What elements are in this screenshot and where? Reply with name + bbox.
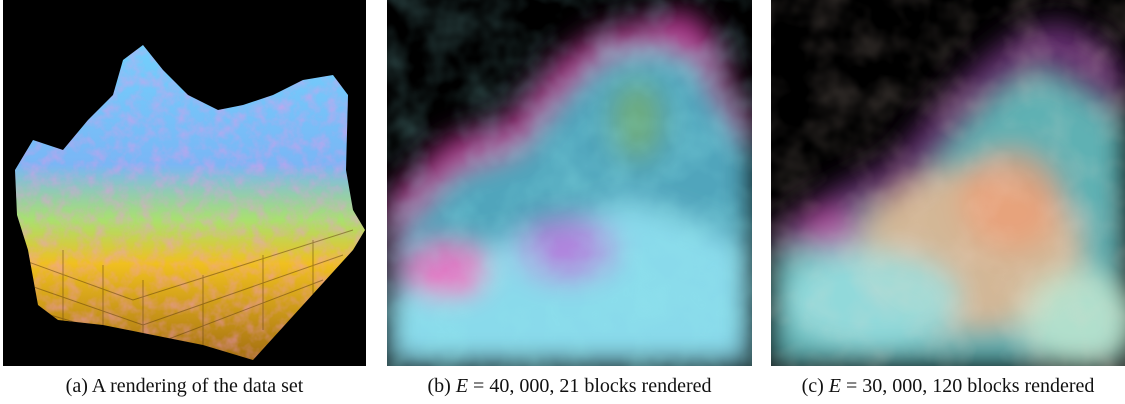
caption-a-text: (a) A rendering of the data set <box>65 375 304 397</box>
rendering-image-a <box>3 0 366 366</box>
rendering-c-svg <box>771 0 1125 366</box>
caption-c-suffix: 120 blocks rendered <box>932 375 1095 397</box>
rendering-image-c <box>771 0 1125 366</box>
caption-c-prefix: (c) <box>801 375 824 397</box>
rendering-b-svg <box>387 0 752 366</box>
caption-c-variable: E <box>828 375 841 397</box>
caption-c-equation: = 30, 000, <box>845 375 928 397</box>
caption-b: (b) E = 40, 000, 21 blocks rendered <box>387 372 752 400</box>
rendering-a-svg <box>3 0 366 366</box>
caption-b-suffix: 21 blocks rendered <box>559 375 712 397</box>
caption-a: (a) A rendering of the data set <box>3 372 366 400</box>
caption-c: (c) E = 30, 000, 120 blocks rendered <box>771 372 1125 400</box>
rendering-image-b <box>387 0 752 366</box>
caption-b-variable: E <box>455 375 469 397</box>
caption-b-equation: = 40, 000, <box>473 375 555 397</box>
caption-b-prefix: (b) <box>427 375 451 397</box>
